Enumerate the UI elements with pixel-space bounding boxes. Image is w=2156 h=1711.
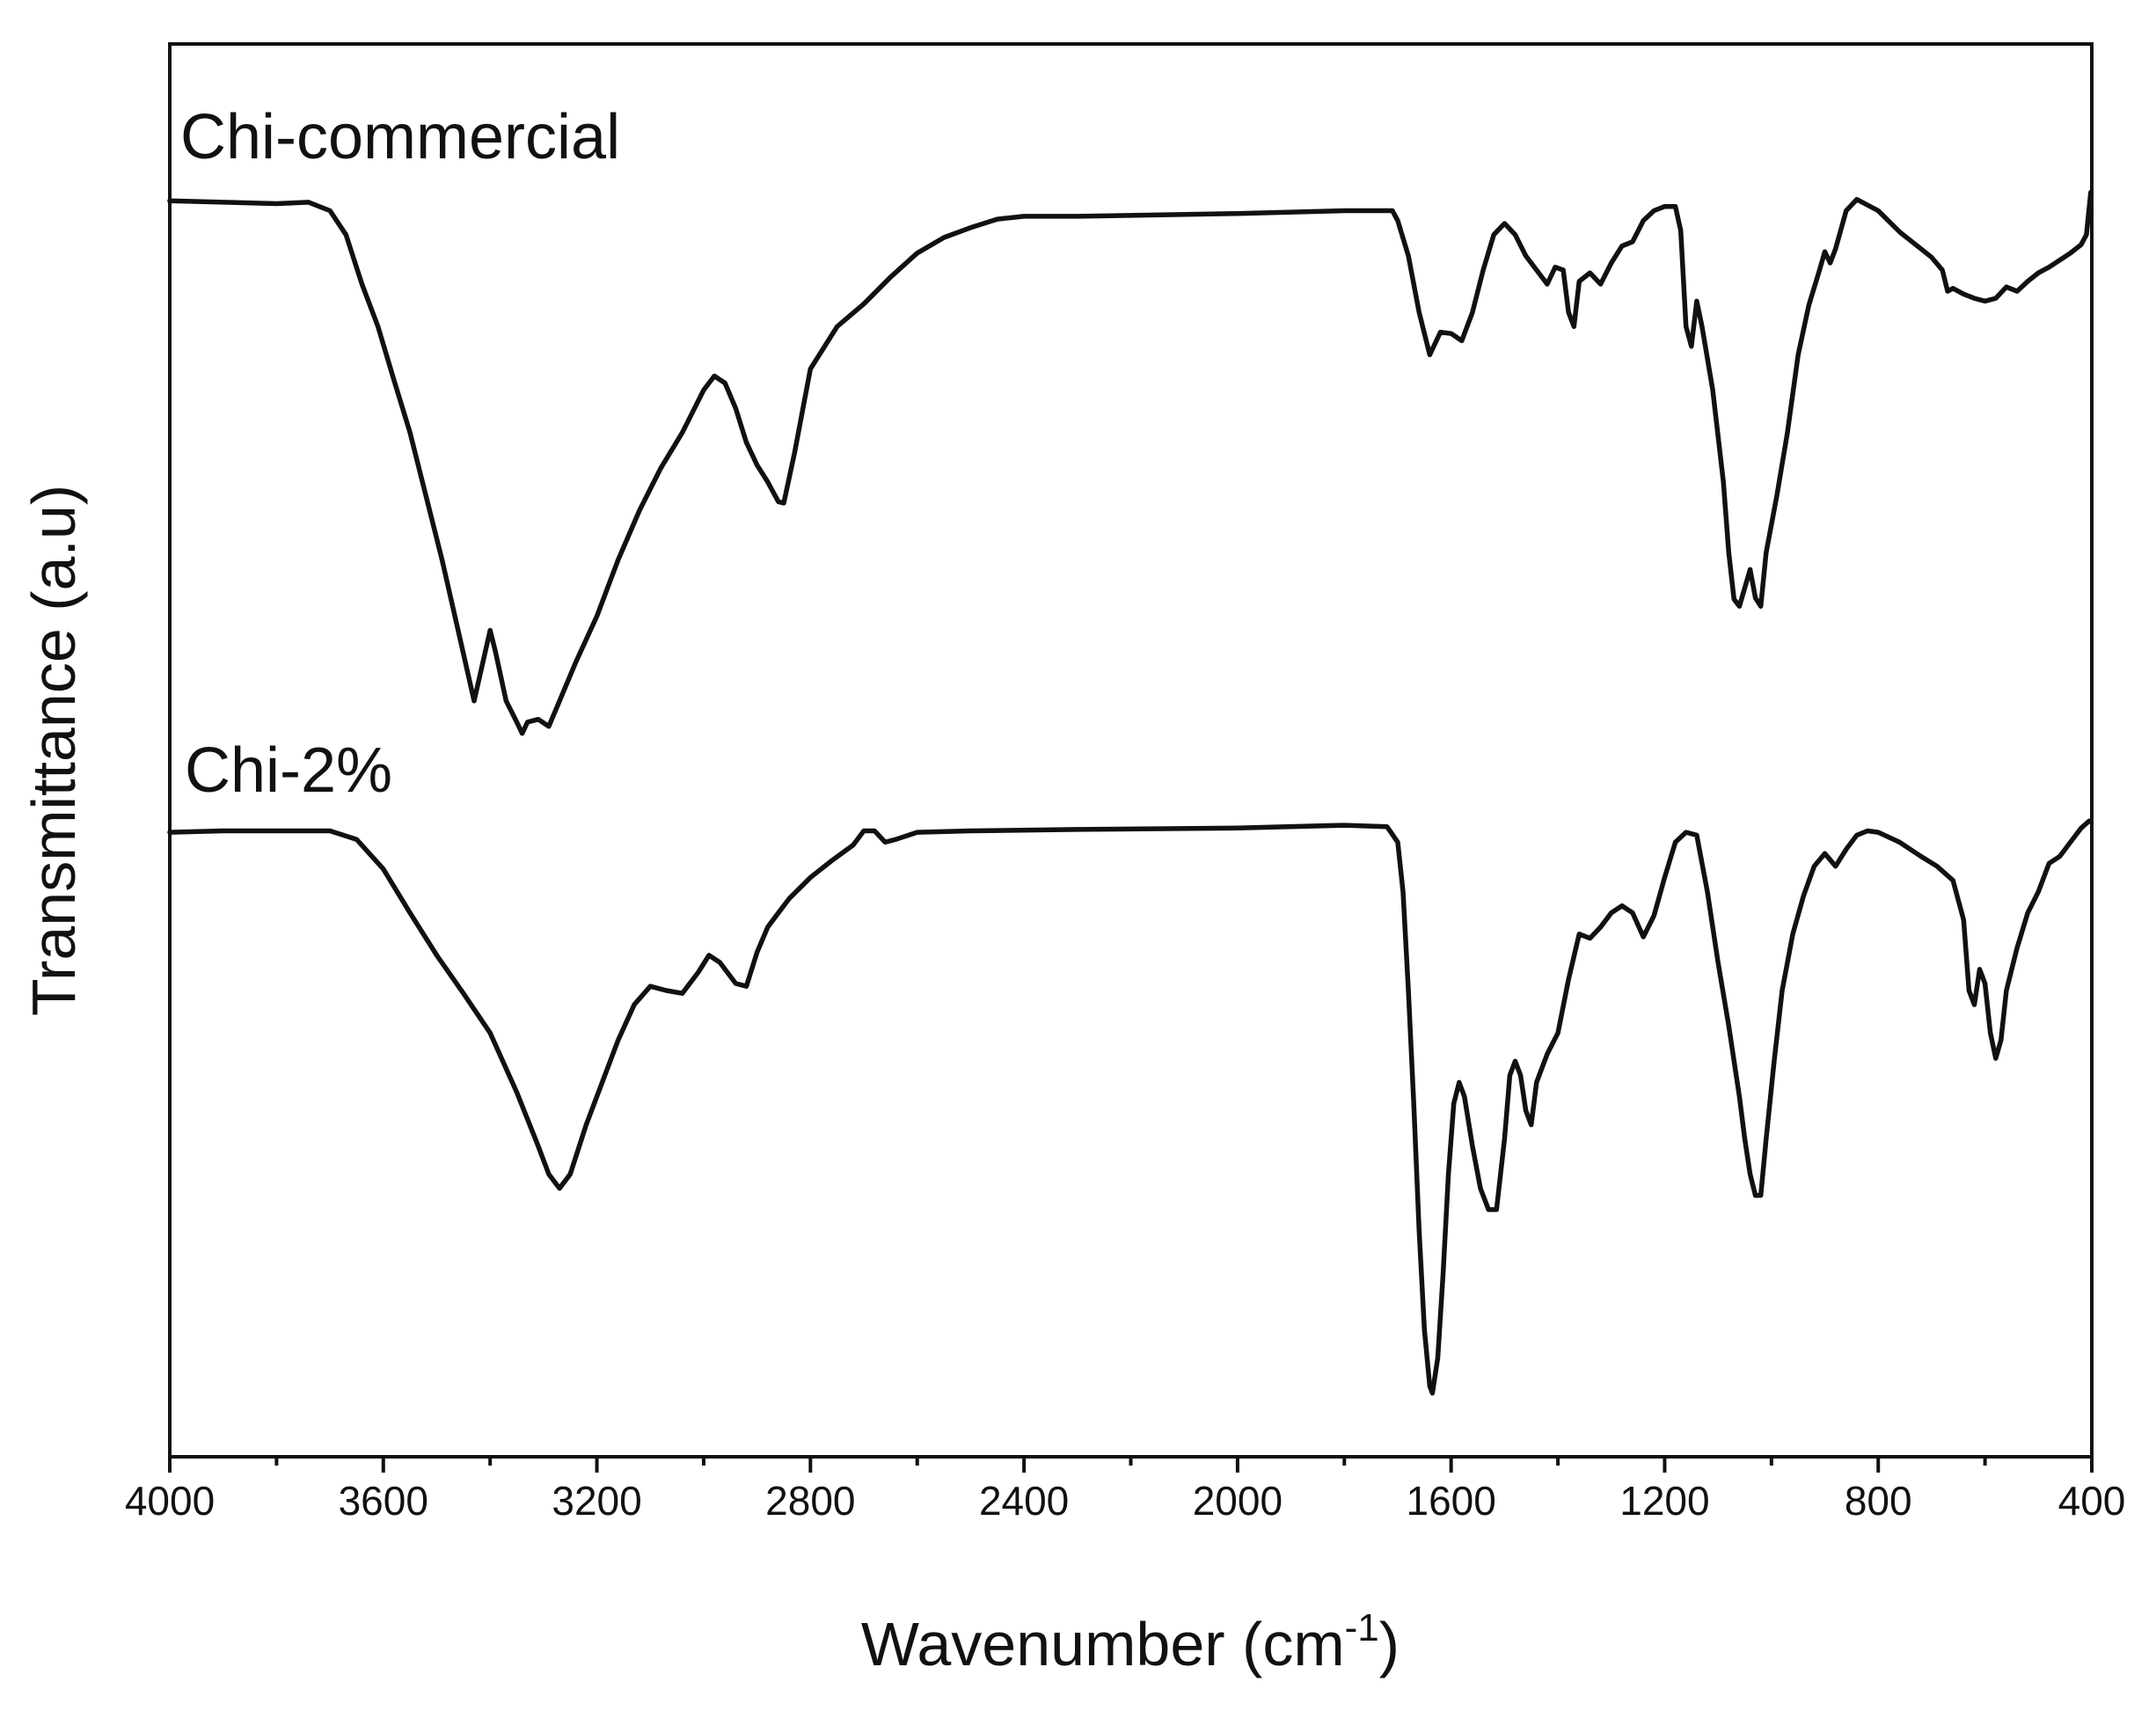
series-lines [167,189,2094,1396]
x-axis-title: Wavenumber (cm-1) [861,1606,1400,1678]
plot-frame [168,42,2094,1459]
x-tick-label: 2800 [765,1478,855,1524]
x-tick-label: 4000 [125,1478,215,1524]
x-tick-label: 3600 [339,1478,428,1524]
x-tick-label: 400 [2058,1478,2126,1524]
x-tick-label: 3200 [552,1478,641,1524]
x-tick-label: 2000 [1193,1478,1283,1524]
x-axis-title-close: ) [1379,1610,1400,1678]
series-label-chi-2pct: Chi-2% [185,735,392,806]
x-tick-label: 2400 [979,1478,1069,1524]
series-label-chi-commercial: Chi-commercial [180,102,620,172]
x-tick-label: 1200 [1619,1478,1709,1524]
y-axis-title: Transmittance (a.u) [19,485,88,1016]
series-line-chi-commercial [167,189,2094,736]
x-ticks [168,1457,2094,1473]
series-line-chi-2pct [167,818,2092,1396]
x-tick-labels: 4000 3600 3200 2800 2400 2000 1600 1200 800 400 [125,1478,2126,1524]
x-tick-label: 1600 [1406,1478,1495,1524]
x-axis-title-superscript: -1 [1345,1606,1379,1649]
x-tick-label: 800 [1845,1478,1912,1524]
series-labels: Chi-commercial Chi-2% [180,102,620,806]
x-axis-title-main: Wavenumber (cm [861,1610,1345,1678]
